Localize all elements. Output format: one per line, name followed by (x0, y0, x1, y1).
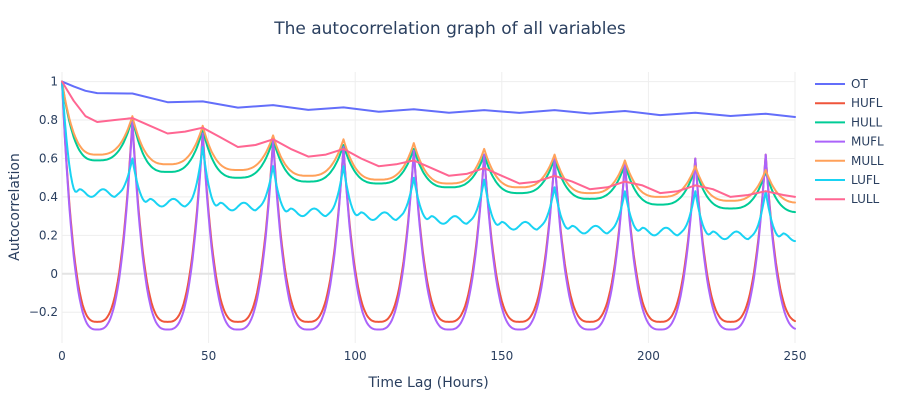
legend-item-mull[interactable]: MULL (815, 154, 884, 168)
x-tick-label: 50 (201, 349, 216, 363)
x-tick-label: 100 (344, 349, 367, 363)
y-axis-label: Autocorrelation (7, 153, 23, 261)
legend[interactable]: OT HUFL HULL MUFL MULL LUFL LULL (815, 77, 884, 206)
y-tick-label: 0.8 (39, 113, 58, 127)
legend-item-mufl[interactable]: MUFL (815, 135, 884, 149)
legend-label[interactable]: HUFL (851, 96, 883, 110)
x-tick-label: 200 (637, 349, 660, 363)
x-axis-label: Time Lag (Hours) (367, 375, 488, 391)
legend-label[interactable]: LULL (851, 192, 880, 206)
legend-label[interactable]: LUFL (851, 173, 880, 187)
legend-item-lull[interactable]: LULL (815, 192, 880, 206)
series-line-ot (61, 80, 796, 118)
legend-item-hull[interactable]: HULL (815, 115, 882, 129)
legend-label[interactable]: HULL (851, 115, 882, 129)
legend-label[interactable]: OT (851, 77, 868, 91)
series-line-lull (61, 80, 796, 198)
series-layer (61, 80, 796, 331)
y-tick-label: 0.6 (39, 151, 58, 165)
series-line-hufl (61, 80, 796, 323)
x-tick-label: 0 (58, 349, 66, 363)
legend-label[interactable]: MULL (851, 154, 884, 168)
y-tick-label: 0.2 (39, 228, 58, 242)
series-line-mufl (61, 80, 796, 331)
y-tick-label: 0 (50, 267, 58, 281)
legend-label[interactable]: MUFL (851, 135, 884, 149)
chart-title: The autocorrelation graph of all variabl… (273, 19, 626, 39)
legend-item-lufl[interactable]: LUFL (815, 173, 880, 187)
y-tick-label: 1 (50, 75, 58, 89)
y-tick-label: −0.2 (29, 305, 58, 319)
y-tick-label: 0.4 (39, 190, 58, 204)
legend-item-ot[interactable]: OT (815, 77, 868, 91)
series-line-mull (61, 80, 796, 204)
series-line-hull (61, 80, 796, 214)
legend-item-hufl[interactable]: HUFL (815, 96, 883, 110)
series-line-lufl (61, 80, 796, 243)
axis-layer: 0 50 100 150 200 250 −0.2 0 0.2 0.4 0.6 0.8 1 (29, 75, 807, 363)
x-tick-label: 250 (784, 349, 807, 363)
x-tick-label: 150 (490, 349, 513, 363)
